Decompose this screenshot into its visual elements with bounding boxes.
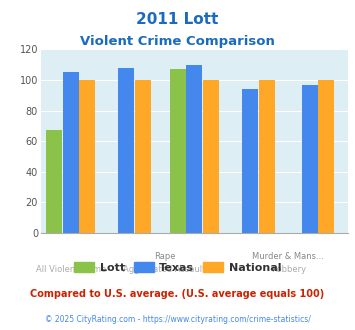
Bar: [302, 84, 318, 233]
Legend: Lott, Texas, National: Lott, Texas, National: [70, 258, 285, 278]
Bar: [318, 80, 334, 233]
Text: Violent Crime Comparison: Violent Crime Comparison: [80, 35, 275, 48]
Text: 2011 Lott: 2011 Lott: [136, 12, 219, 26]
Bar: [79, 80, 95, 233]
Bar: [46, 130, 62, 233]
Bar: [62, 72, 79, 233]
Bar: [242, 89, 258, 233]
Text: Robbery: Robbery: [271, 265, 306, 274]
Text: Rape: Rape: [154, 252, 175, 261]
Bar: [186, 65, 202, 233]
Text: All Violent Crime: All Violent Crime: [36, 265, 106, 274]
Bar: [135, 80, 151, 233]
Bar: [258, 80, 275, 233]
Text: Aggravated Assault: Aggravated Assault: [123, 265, 206, 274]
Text: © 2025 CityRating.com - https://www.cityrating.com/crime-statistics/: © 2025 CityRating.com - https://www.city…: [45, 315, 310, 324]
Text: Compared to U.S. average. (U.S. average equals 100): Compared to U.S. average. (U.S. average …: [31, 289, 324, 299]
Bar: [118, 68, 135, 233]
Bar: [170, 69, 186, 233]
Text: Murder & Mans...: Murder & Mans...: [252, 252, 324, 261]
Bar: [203, 80, 219, 233]
